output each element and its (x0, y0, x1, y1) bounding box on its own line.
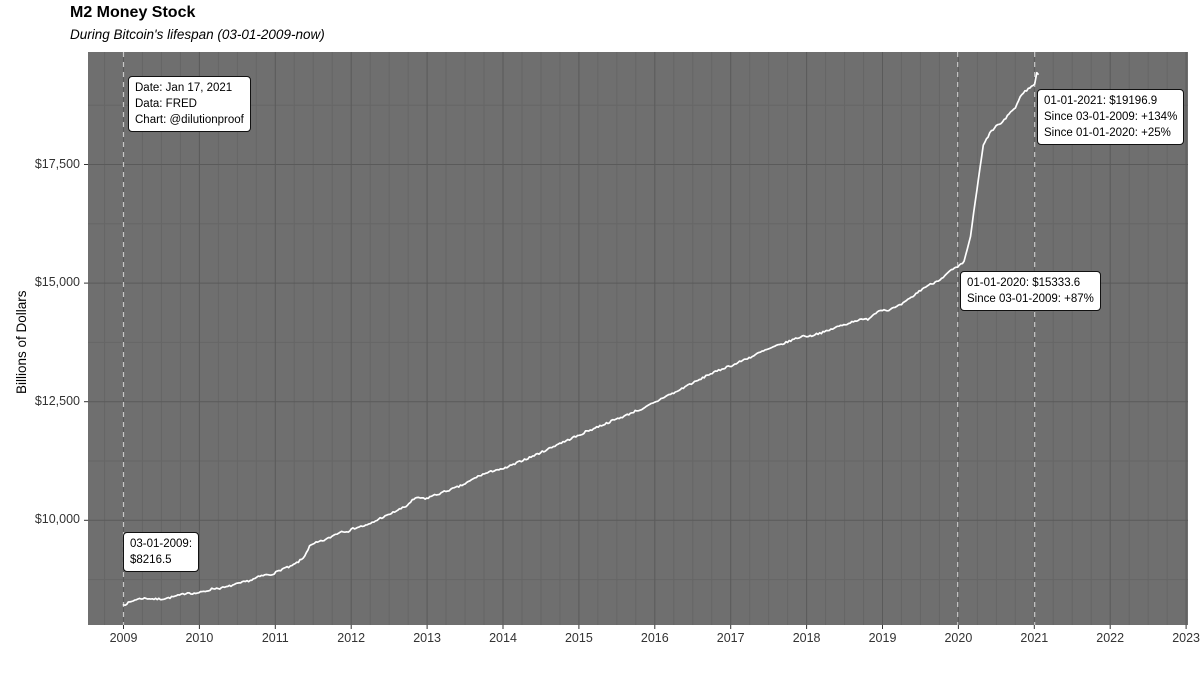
x-tick-label: 2022 (1096, 631, 1125, 645)
annotation-chart-info: Date: Jan 17, 2021 Data: FRED Chart: @dilu… (128, 76, 251, 132)
y-tick-label: $10,000 (34, 512, 80, 527)
x-tick-label: 2014 (489, 631, 517, 645)
annotation-line: 01-01-2021: $19196.9 (1044, 95, 1158, 107)
annotation-2009-value: 03-01-2009: $8216.5 (123, 532, 200, 572)
x-tick-label: 2012 (337, 631, 366, 645)
x-tick-label: 2015 (564, 631, 593, 645)
panel-background (88, 52, 1188, 625)
y-tick-label: $17,500 (34, 156, 80, 171)
annotation-line: Data: FRED (135, 98, 197, 110)
annotation-line: 01-01-2020: $15333.6 (967, 277, 1081, 289)
chart-title: M2 Money Stock (70, 4, 196, 21)
annotation-line: Since 03-01-2009: +87% (967, 293, 1094, 305)
x-tick-label: 2023 (1172, 631, 1200, 645)
x-tick-label: 2010 (185, 631, 214, 645)
x-tick-label: 2017 (716, 631, 745, 645)
x-tick-label: 2021 (1020, 631, 1049, 645)
x-tick-label: 2018 (792, 631, 821, 645)
x-tick-label: 2020 (944, 631, 973, 645)
annotation-line: $8216.5 (130, 554, 172, 566)
annotation-line: 03-01-2009: (130, 538, 193, 550)
y-tick-label: $15,000 (34, 275, 80, 290)
annotation-line: Date: Jan 17, 2021 (135, 82, 233, 94)
x-tick-label: 2009 (109, 631, 138, 645)
x-tick-label: 2013 (413, 631, 441, 645)
x-tick-label: 2019 (868, 631, 897, 645)
chart-subtitle: During Bitcoin's lifespan (03-01-2009-no… (70, 27, 325, 42)
annotation-line: Chart: @dilutionproof (135, 114, 244, 126)
y-tick-label: $12,500 (34, 393, 80, 408)
m2-line (122, 71, 1039, 607)
x-tick-label: 2011 (261, 631, 289, 645)
grid-minor (88, 52, 1188, 625)
annotation-2020-value: 01-01-2020: $15333.6 Since 03-01-2009: +8… (960, 271, 1101, 311)
annotation-line: Since 01-01-2020: +25% (1044, 127, 1171, 139)
panel-content (88, 52, 1188, 625)
x-tick-label: 2016 (640, 631, 669, 645)
annotation-2021-value: 01-01-2021: $19196.9 Since 03-01-2009: +1… (1037, 89, 1185, 145)
annotation-line: Since 03-01-2009: +134% (1044, 111, 1178, 123)
axis-tick-marks (84, 164, 1187, 629)
